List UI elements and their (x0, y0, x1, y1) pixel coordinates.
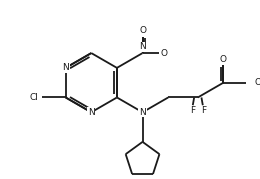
Text: Cl: Cl (30, 93, 38, 102)
Text: N: N (62, 63, 69, 72)
Text: O: O (161, 49, 168, 58)
Text: F: F (190, 106, 195, 115)
Text: N: N (88, 108, 95, 117)
Text: O: O (220, 55, 227, 64)
Text: N: N (139, 108, 146, 117)
Text: O: O (139, 26, 146, 35)
Text: F: F (201, 106, 206, 115)
Text: N: N (139, 42, 146, 51)
Text: O: O (254, 78, 260, 87)
